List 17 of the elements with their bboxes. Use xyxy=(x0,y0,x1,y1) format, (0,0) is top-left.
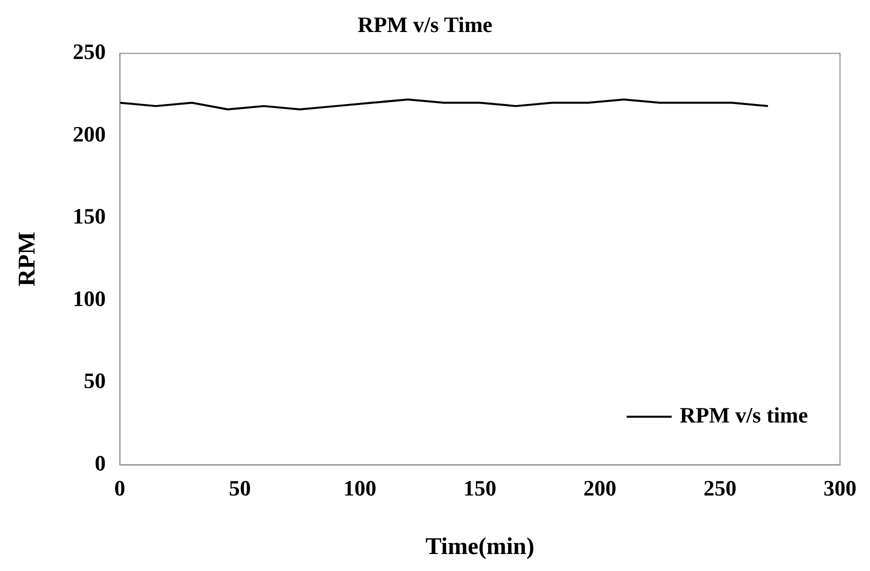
y-tick-label: 0 xyxy=(94,450,106,476)
x-axis-title: Time(min) xyxy=(425,534,534,560)
x-tick-label: 50 xyxy=(228,476,251,501)
y-tick-label: 200 xyxy=(72,121,106,146)
x-tick-label: 300 xyxy=(824,476,856,501)
x-tick-label: 0 xyxy=(114,476,126,501)
y-tick-label: 250 xyxy=(72,39,106,64)
y-axis-title: RPM xyxy=(14,232,41,286)
y-tick-label: 100 xyxy=(72,286,106,311)
y-tick-label: 50 xyxy=(84,368,106,394)
x-tick-label: 100 xyxy=(343,476,376,501)
x-tick-label: 150 xyxy=(463,476,496,501)
chart-title: RPM v/s Time xyxy=(358,12,493,37)
y-tick-label: 150 xyxy=(72,204,106,229)
legend-label: RPM v/s time xyxy=(680,402,808,428)
x-tick-label: 200 xyxy=(583,476,616,501)
x-tick-label: 250 xyxy=(703,476,736,501)
